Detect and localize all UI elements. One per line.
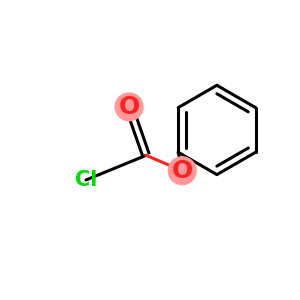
Circle shape <box>168 157 196 184</box>
Text: Cl: Cl <box>75 170 97 190</box>
Text: O: O <box>118 95 140 119</box>
Text: O: O <box>172 159 193 183</box>
Circle shape <box>115 93 143 121</box>
